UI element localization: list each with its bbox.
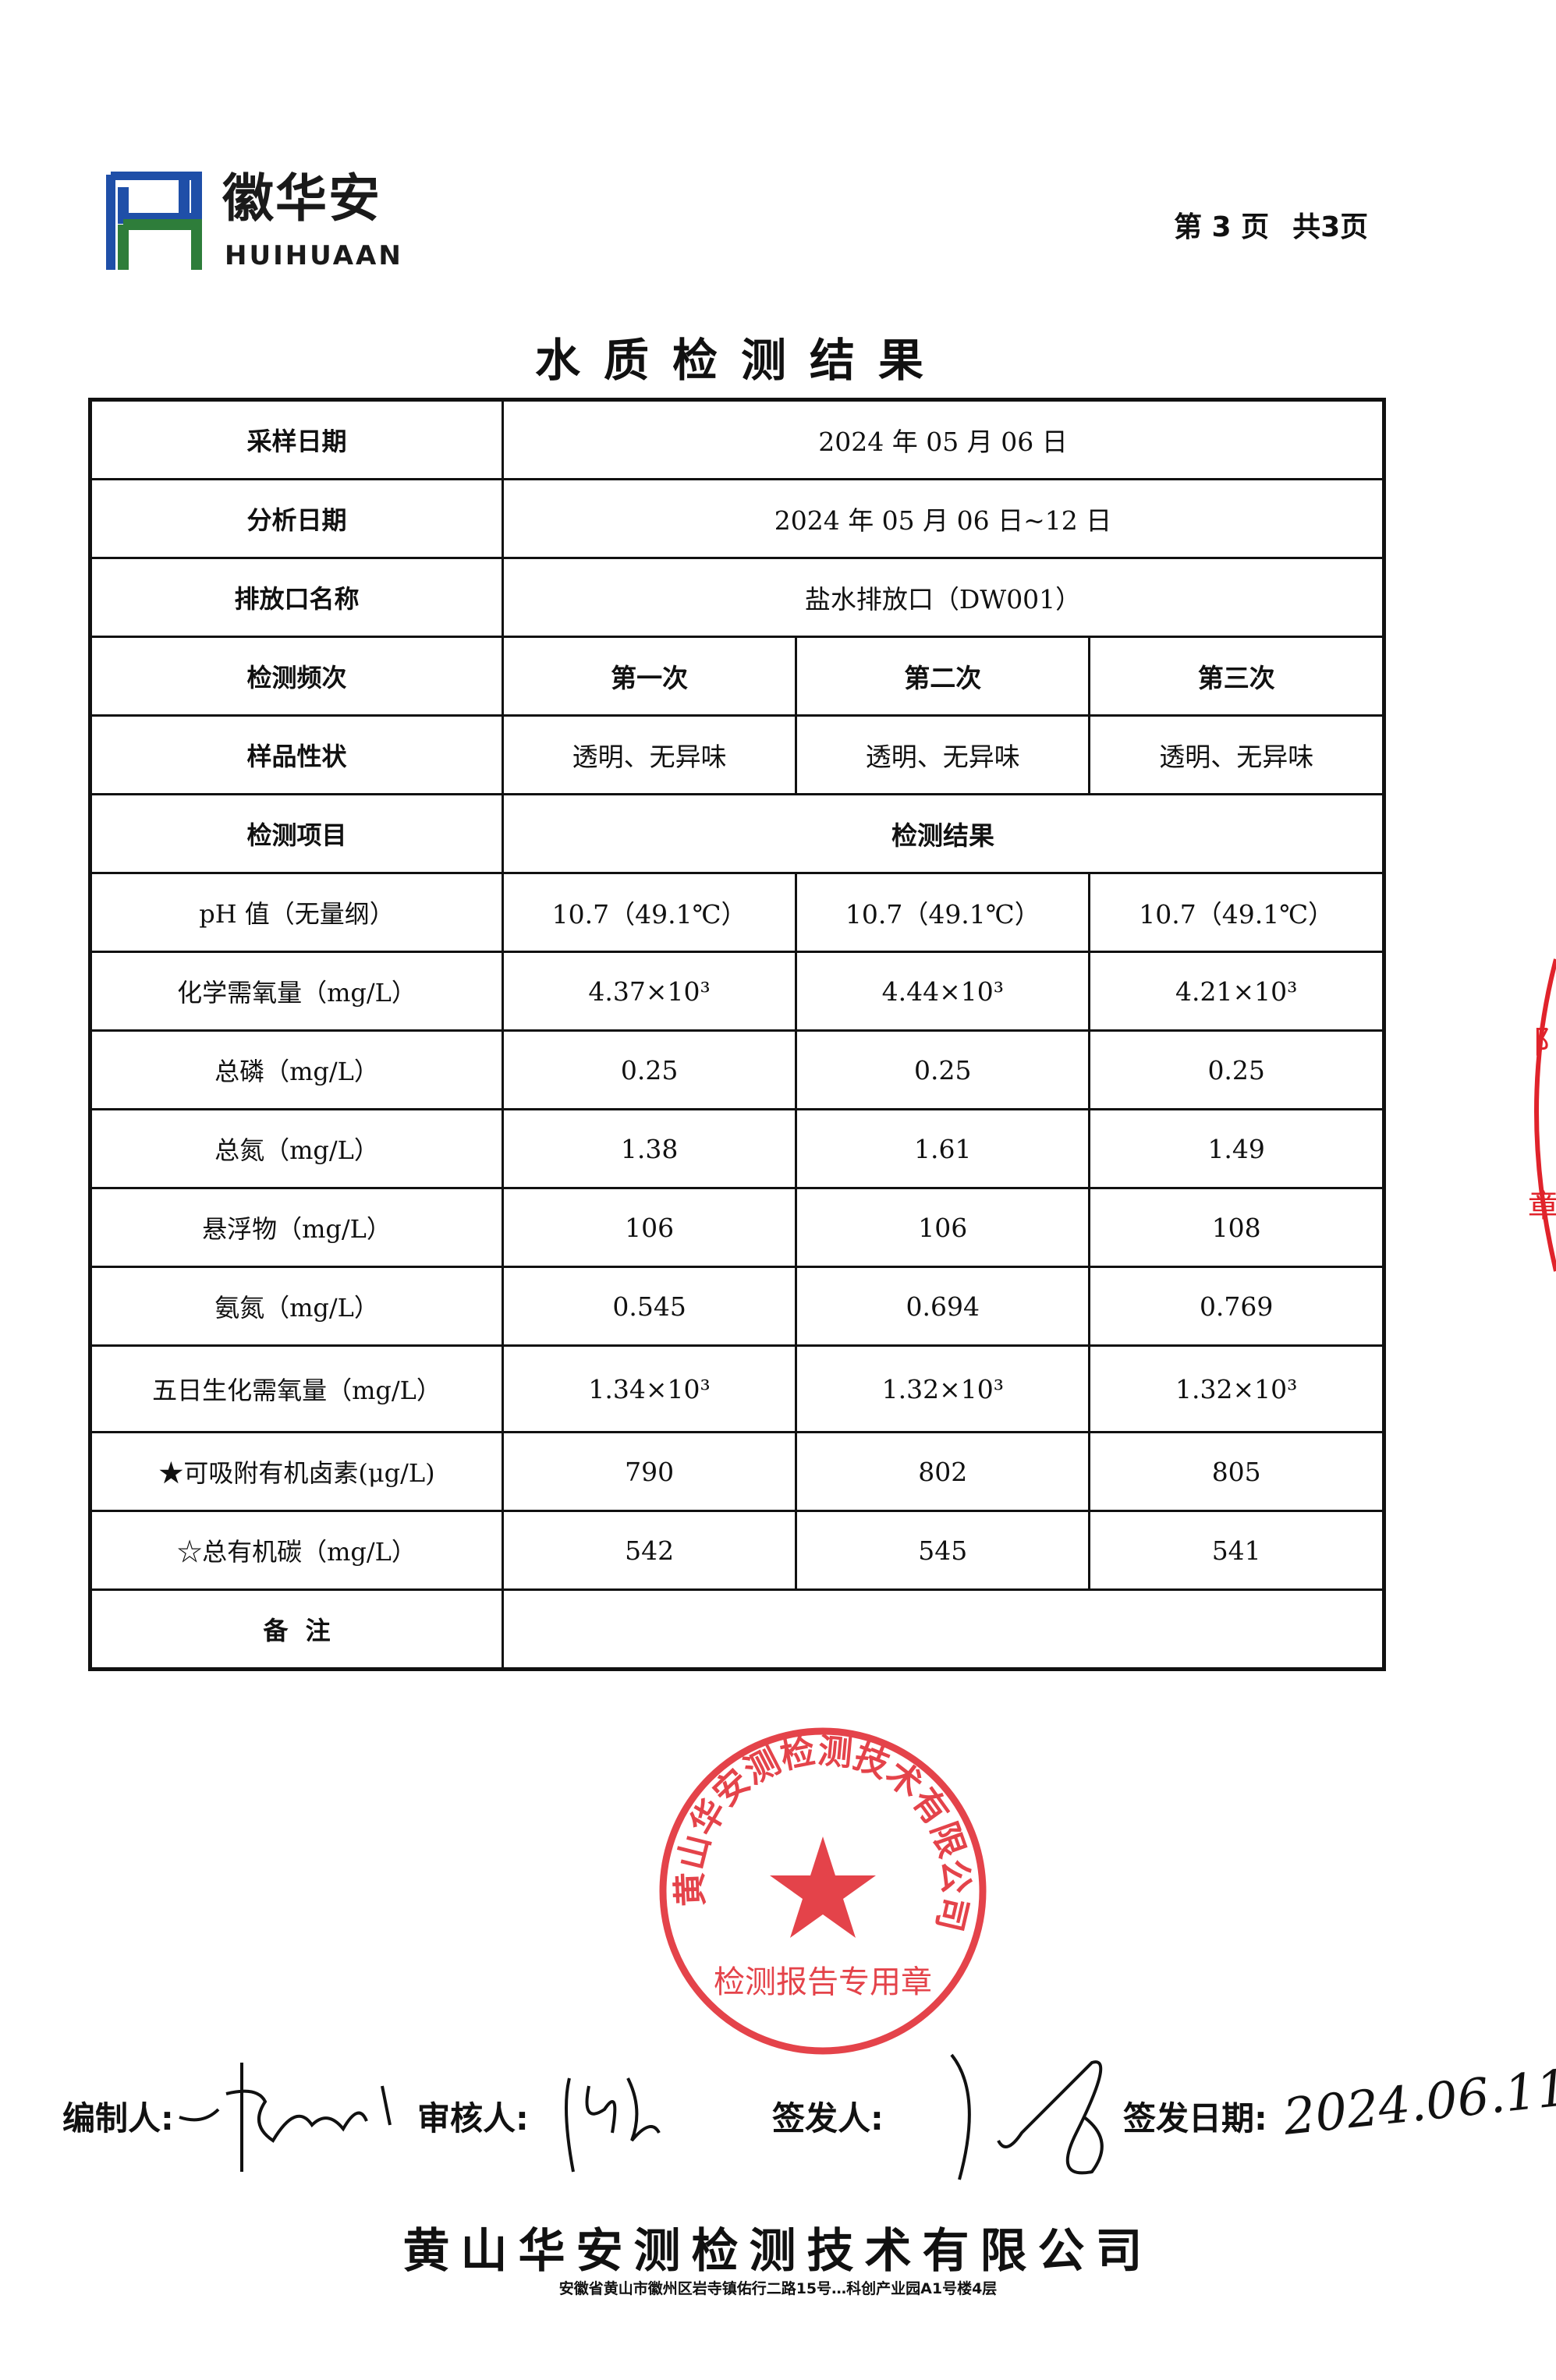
logo-english-name: HUIHUAAN — [225, 240, 403, 271]
signature-row: 编制人: 审核人: 签发人: 签发日期: — [62, 2053, 1556, 2180]
result-value: 10.7（49.1℃） — [1088, 872, 1385, 953]
table-row: 五日生化需氧量（mg/L） 1.34×10³ 1.32×10³ 1.32×10³ — [89, 1344, 1385, 1433]
result-value: 0.694 — [795, 1266, 1091, 1347]
table-row: 采样日期 2024 年 05 月 06 日 — [89, 398, 1385, 480]
result-value: 10.7（49.1℃） — [795, 872, 1091, 953]
analysis-date-label: 分析日期 — [89, 478, 504, 559]
result-value: 4.37×10³ — [501, 951, 798, 1032]
table-row: 分析日期 2024 年 05 月 06 日~12 日 — [89, 478, 1385, 559]
result-value: 0.25 — [1088, 1029, 1385, 1110]
parameter-name: 总磷（mg/L） — [89, 1029, 504, 1110]
result-value: 542 — [501, 1510, 798, 1591]
issuer-signature — [950, 2053, 1104, 2180]
result-value: 802 — [795, 1431, 1091, 1512]
result-value: 0.545 — [501, 1266, 798, 1347]
sampling-date: 2024 年 05 月 06 日 — [502, 398, 1385, 480]
result-value: 1.32×10³ — [795, 1344, 1091, 1433]
remarks-label: 备 注 — [89, 1588, 504, 1670]
result-value: 106 — [795, 1187, 1091, 1268]
table-row: 总氮（mg/L） 1.38 1.61 1.49 — [89, 1108, 1385, 1189]
table-row: 样品性状 透明、无异味 透明、无异味 透明、无异味 — [89, 714, 1385, 795]
appearance-2: 透明、无异味 — [795, 714, 1091, 795]
parameter-name: pH 值（无量纲） — [89, 872, 504, 953]
result-value: 0.769 — [1088, 1266, 1385, 1347]
company-address: 安徽省黄山市徽州区岩寺镇佑行二路15号…科创产业园A1号楼4层 — [558, 2280, 998, 2297]
frequency-1: 第一次 — [501, 636, 798, 717]
partial-seal-stamp: 阝 章 — [1528, 958, 1556, 1272]
reviewer-signature — [565, 2077, 661, 2173]
results-table: 采样日期 2024 年 05 月 06 日 分析日期 2024 年 05 月 0… — [88, 398, 1386, 1671]
item-header: 检测项目 — [89, 793, 504, 874]
table-row: 悬浮物（mg/L） 106 106 108 — [89, 1187, 1385, 1268]
result-value: 1.34×10³ — [501, 1344, 798, 1433]
company-logo — [106, 172, 202, 270]
result-value: 1.61 — [795, 1108, 1091, 1189]
result-value: 1.38 — [501, 1108, 798, 1189]
result-value: 1.32×10³ — [1088, 1344, 1385, 1433]
frequency-label: 检测频次 — [89, 636, 504, 717]
table-row: 总磷（mg/L） 0.25 0.25 0.25 — [89, 1029, 1385, 1110]
table-row: ★可吸附有机卤素(μg/L) 790 802 805 — [89, 1431, 1385, 1512]
reviewer-label: 审核人: — [417, 2099, 529, 2137]
table-row: pH 值（无量纲） 10.7（49.1℃） 10.7（49.1℃） 10.7（49.1… — [89, 872, 1385, 953]
issue-date-label: 签发日期: — [1123, 2099, 1267, 2137]
result-value: 4.21×10³ — [1088, 951, 1385, 1032]
svg-text:阝: 阝 — [1533, 1025, 1556, 1061]
stamp-subtext: 检测报告专用章 — [714, 1964, 932, 2000]
page-number: 第 3 页共3页 — [1174, 204, 1391, 245]
parameter-name: ★可吸附有机卤素(μg/L) — [89, 1431, 504, 1512]
compiler-label: 编制人: — [62, 2099, 174, 2137]
outlet-name: 盐水排放口（DW001） — [502, 557, 1385, 638]
result-value: 106 — [501, 1187, 798, 1268]
logo-chinese-name: 徽华安 — [222, 168, 381, 228]
outlet-label: 排放口名称 — [89, 557, 504, 638]
remarks — [502, 1588, 1385, 1670]
result-value: 108 — [1088, 1187, 1385, 1268]
parameter-name: 总氮（mg/L） — [89, 1108, 504, 1189]
analysis-date: 2024 年 05 月 06 日~12 日 — [502, 478, 1385, 559]
table-row: ☆总有机碳（mg/L） 542 545 541 — [89, 1510, 1385, 1591]
table-row: 检测频次 第一次 第二次 第三次 — [89, 636, 1385, 717]
result-value: 4.44×10³ — [795, 951, 1091, 1032]
parameter-name: ☆总有机碳（mg/L） — [89, 1510, 504, 1591]
table-row: 排放口名称 盐水排放口（DW001） — [89, 557, 1385, 638]
frequency-3: 第三次 — [1088, 636, 1385, 717]
result-value: 10.7（49.1℃） — [501, 872, 798, 953]
compiler-signature — [179, 2063, 392, 2172]
result-header: 检测结果 — [502, 793, 1385, 874]
page-current: 第 3 页 — [1174, 211, 1270, 243]
table-row: 氨氮（mg/L） 0.545 0.694 0.769 — [89, 1266, 1385, 1347]
company-name: 黄山华安测检测技术有限公司 — [402, 2224, 1154, 2279]
parameter-name: 化学需氧量（mg/L） — [89, 951, 504, 1032]
page-title: 水质检测结果 — [534, 334, 947, 387]
issuer-label: 签发人: — [772, 2099, 884, 2137]
result-value: 0.25 — [501, 1029, 798, 1110]
parameter-name: 悬浮物（mg/L） — [89, 1187, 504, 1268]
frequency-2: 第二次 — [795, 636, 1091, 717]
result-value: 545 — [795, 1510, 1091, 1591]
sampling-date-label: 采样日期 — [89, 398, 504, 480]
table-row: 检测项目 检测结果 — [89, 793, 1385, 874]
parameter-name: 五日生化需氧量（mg/L） — [89, 1344, 504, 1433]
result-value: 790 — [501, 1431, 798, 1512]
appearance-label: 样品性状 — [89, 714, 504, 795]
parameter-name: 氨氮（mg/L） — [89, 1266, 504, 1347]
table-row: 化学需氧量（mg/L） 4.37×10³ 4.44×10³ 4.21×10³ — [89, 951, 1385, 1032]
result-value: 541 — [1088, 1510, 1385, 1591]
table-row: 备 注 — [89, 1588, 1385, 1670]
appearance-1: 透明、无异味 — [501, 714, 798, 795]
official-seal-stamp: 黄山华安测检测技术有限公司 检测报告专用章 — [659, 1727, 987, 2055]
svg-text:章: 章 — [1528, 1188, 1556, 1224]
appearance-3: 透明、无异味 — [1088, 714, 1385, 795]
result-value: 805 — [1088, 1431, 1385, 1512]
page-total: 共3页 — [1292, 211, 1369, 243]
result-value: 1.49 — [1088, 1108, 1385, 1189]
result-value: 0.25 — [795, 1029, 1091, 1110]
